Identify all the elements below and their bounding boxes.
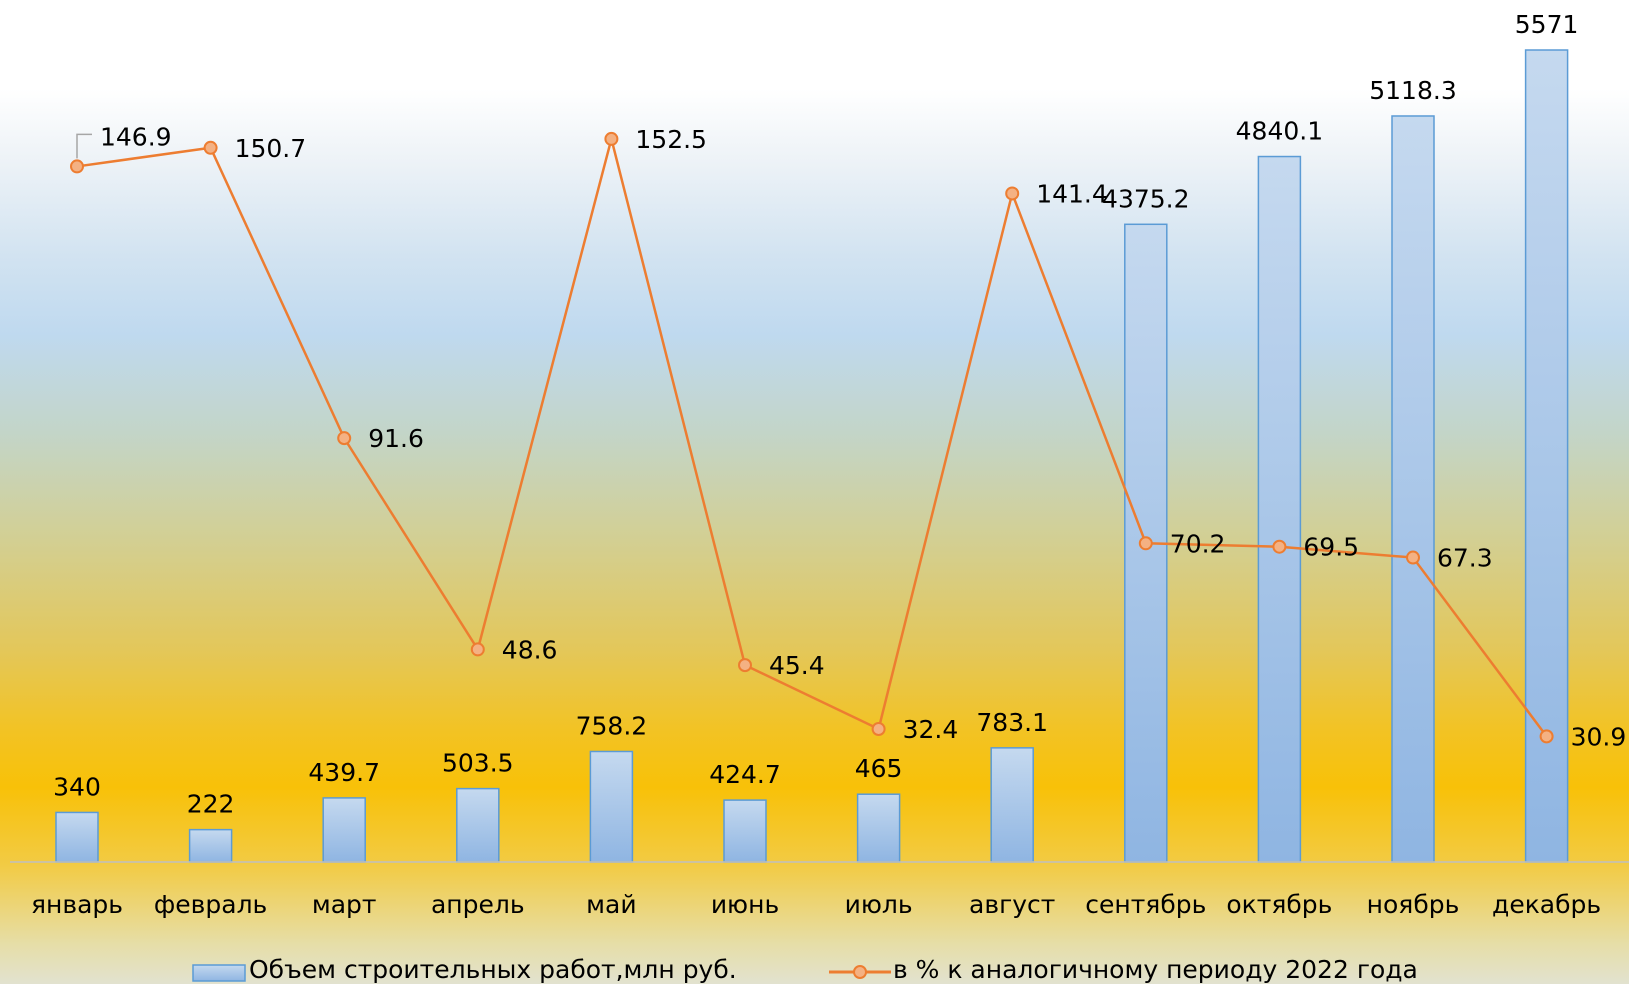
line-point-май xyxy=(604,131,619,146)
bar-февраль xyxy=(188,828,233,863)
line-value-label: 150.7 xyxy=(235,134,307,163)
bar-value-label: 4840.1 xyxy=(1236,117,1323,146)
bar-value-label: 439.7 xyxy=(308,758,380,787)
line-value-label: 69.5 xyxy=(1303,533,1359,562)
bar-декабрь xyxy=(1524,49,1569,863)
bar-value-label: 222 xyxy=(187,790,235,819)
legend-bar-swatch xyxy=(192,964,246,982)
line-point-ноябрь xyxy=(1406,550,1420,565)
bar-ноябрь xyxy=(1391,115,1435,863)
bar-март xyxy=(322,797,366,863)
bar-value-label: 5571 xyxy=(1515,10,1579,39)
bar-value-label: 783.1 xyxy=(976,708,1048,737)
x-tick-label: сентябрь xyxy=(1085,890,1206,919)
line-value-label: 146.9 xyxy=(100,122,172,151)
line-value-label: 32.4 xyxy=(903,715,959,744)
x-tick-label: октябрь xyxy=(1226,890,1332,919)
bar-value-label: 424.7 xyxy=(709,760,781,789)
bar-value-label: 465 xyxy=(855,754,903,783)
line-point-январь xyxy=(70,159,84,174)
x-tick-label: февраль xyxy=(154,890,267,919)
label-leader-line xyxy=(76,133,92,159)
line-series xyxy=(70,131,1554,744)
bar-август xyxy=(990,747,1034,863)
line-point-март xyxy=(337,431,352,446)
legend-line-marker xyxy=(853,965,867,979)
line-point-июнь xyxy=(738,658,752,673)
bar-октябрь xyxy=(1257,155,1302,863)
bar-series xyxy=(55,49,1569,863)
x-tick-label: май xyxy=(586,890,636,919)
bar-value-label: 340 xyxy=(53,772,101,801)
x-tick-label: апрель xyxy=(431,890,525,919)
line-value-label: 70.2 xyxy=(1170,529,1226,558)
legend: Объем строительных работ,млн руб. в % к … xyxy=(192,955,1418,984)
x-tick-label: ноябрь xyxy=(1367,890,1460,919)
legend-bar-label: Объем строительных работ,млн руб. xyxy=(249,955,737,984)
bar-май xyxy=(589,750,634,863)
line-value-label: 141.4 xyxy=(1036,179,1108,208)
line-point-апрель xyxy=(470,642,485,657)
line-point-февраль xyxy=(203,140,218,155)
line-value-label: 45.4 xyxy=(769,651,825,680)
x-tick-label: июнь xyxy=(711,890,779,919)
bar-июнь xyxy=(723,799,767,863)
bar-value-label: 758.2 xyxy=(576,711,648,740)
line-value-label: 67.3 xyxy=(1437,544,1493,573)
bar-value-label: 503.5 xyxy=(442,749,514,778)
bar-январь xyxy=(55,811,99,863)
x-tick-label: декабрь xyxy=(1492,890,1601,919)
line-point-октябрь xyxy=(1272,539,1287,554)
line-point-июль xyxy=(871,722,886,737)
line-point-август xyxy=(1005,186,1020,201)
x-tick-label: март xyxy=(312,890,377,919)
line-point-сентябрь xyxy=(1138,536,1153,551)
bar-апрель xyxy=(456,787,500,863)
bar-value-label: 5118.3 xyxy=(1369,76,1456,105)
line-value-label: 91.6 xyxy=(368,424,424,453)
x-tick-label: июль xyxy=(845,890,913,919)
x-tick-label: январь xyxy=(31,890,123,919)
bar-июль xyxy=(856,793,901,863)
line-series-path xyxy=(76,138,1548,738)
legend-line-label: в % к аналогичному периоду 2022 года xyxy=(893,955,1418,984)
line-value-label: 48.6 xyxy=(502,635,558,664)
data-labels: 340 222 439.7 503.5 758.2 424.7 465 783.1 4375.2… xyxy=(53,10,1626,819)
line-point-декабрь xyxy=(1539,729,1554,744)
x-tick-label: август xyxy=(969,890,1055,919)
line-value-label: 152.5 xyxy=(635,125,707,154)
line-value-label: 30.9 xyxy=(1571,722,1627,751)
bar-value-label: 4375.2 xyxy=(1102,184,1189,213)
x-axis-ticks: январь февраль март апрель май июнь июль август… xyxy=(31,890,1601,919)
